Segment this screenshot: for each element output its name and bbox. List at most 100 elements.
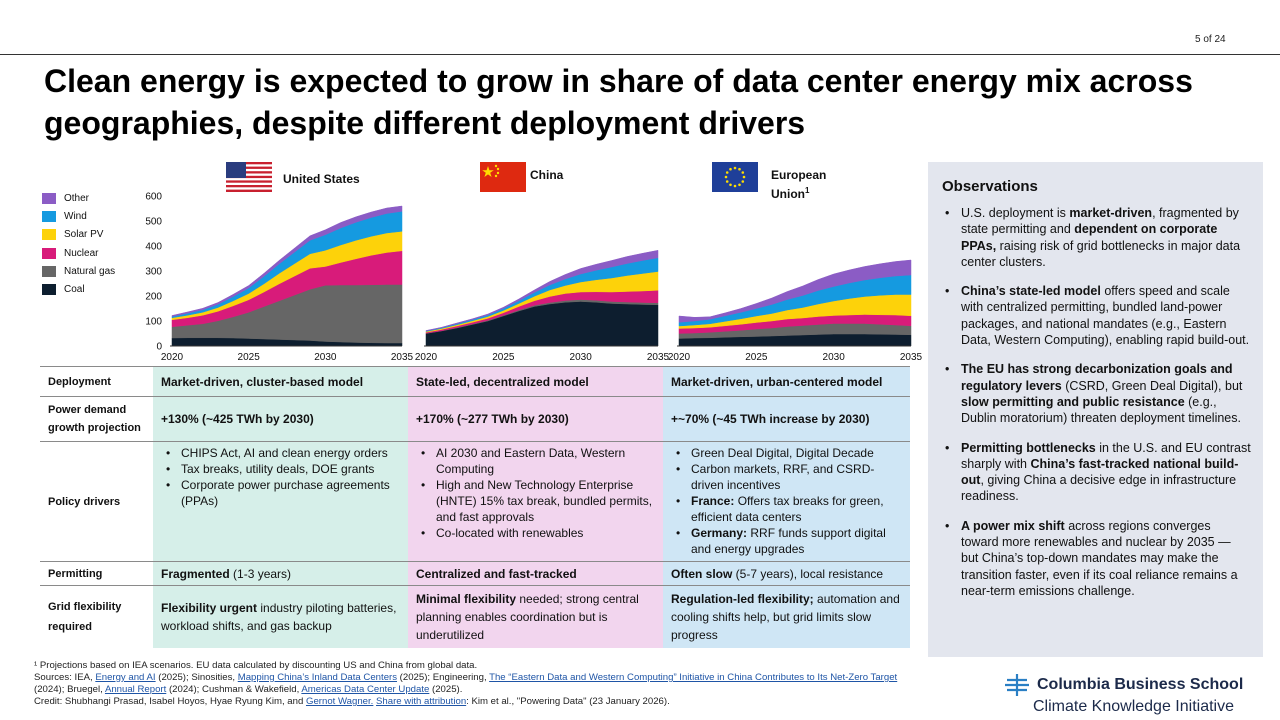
region-label-eu: European Union1 <box>771 168 851 202</box>
grid-us-text: industry piloting batteries, workload sh… <box>161 600 397 633</box>
climate-initiative-logo-icon <box>1005 674 1029 696</box>
legend-swatch <box>42 247 56 259</box>
cell-growth-eu: +~70% (~45 TWh increase by 2030) <box>663 396 910 442</box>
y-tick-label: 500 <box>145 217 162 228</box>
grid-eu-bold: Regulation-led flexibility; <box>671 591 814 606</box>
footnotes-and-sources: ¹ Projections based on IEA scenarios. EU… <box>34 660 924 708</box>
observation-text: offers speed and scale with centralized … <box>961 284 1250 348</box>
region-label-eu-text: European Union <box>771 168 827 201</box>
chart-panel: 2020 2025 2030 2035 <box>415 249 670 363</box>
policy-item: Co-located with renewables <box>416 525 655 541</box>
table-row-deployment: Deployment Market-driven, cluster-based … <box>40 366 910 397</box>
region-label-china: China <box>530 168 564 182</box>
cell-growth-us: +130% (~425 TWh by 2030) <box>153 396 408 442</box>
legend-item: Other <box>42 189 115 207</box>
footer-text: (2025); Sinosities, <box>155 672 238 683</box>
y-tick-label: 300 <box>145 267 162 278</box>
legend-item: Natural gas <box>42 262 115 280</box>
observation-emphasis: market-driven <box>1069 206 1153 220</box>
cell-deployment-us: Market-driven, cluster-based model <box>153 366 408 397</box>
eu-flag-icon <box>712 162 758 192</box>
permitting-china-bold: Centralized and fast-tracked <box>416 566 577 581</box>
cell-permitting-china: Centralized and fast-tracked <box>408 561 663 586</box>
row-label-grid: Grid flexibility required <box>40 585 153 648</box>
y-tick-label: 0 <box>156 342 162 353</box>
legend-label: Natural gas <box>64 265 116 277</box>
observation-emphasis: Permitting bottlenecks <box>961 440 1096 455</box>
eu-star-icon <box>742 175 746 179</box>
eu-star-icon <box>725 171 729 174</box>
slide-title: Clean energy is expected to grow in shar… <box>44 63 1193 141</box>
legend-label: Coal <box>64 284 85 296</box>
legend-label: Other <box>64 192 90 204</box>
observation-text: (e.g., Dublin moratorium) threaten deplo… <box>961 394 1241 426</box>
policy-item: Green Deal Digital, Digital Decade <box>671 445 902 461</box>
footer-text: (2024); Cushman & Wakefield, <box>166 684 302 695</box>
policy-item: Corporate power purchase agreements (PPA… <box>161 477 400 509</box>
eu-star-icon <box>733 184 737 188</box>
header-rule <box>0 54 1280 55</box>
policy-item: Germany: RRF funds support digital and e… <box>671 525 902 557</box>
x-tick-label: 2035 <box>647 352 670 363</box>
chart-panel: 2020 2025 2030 2035 0 100 200 300 400 500 600 <box>145 192 413 364</box>
row-label-growth: Power demand growth projection <box>40 396 153 442</box>
observation-text: raising risk of grid bottlenecks in majo… <box>961 238 1241 269</box>
footer-line: Sources: IEA, Energy and AI (2025); Sino… <box>34 672 924 696</box>
y-tick-label: 200 <box>145 292 162 303</box>
grid-eu-text: automation and cooling shifts help, but … <box>671 591 900 642</box>
legend-swatch <box>42 192 56 204</box>
area-series-other <box>171 205 403 317</box>
footer-text: (2025); Engineering, <box>397 672 490 683</box>
source-link[interactable]: The “Eastern Data and Western Computing”… <box>489 672 898 683</box>
footer-line: Credit: Shubhangi Prasad, Isabel Hoyos, … <box>34 696 924 708</box>
source-link[interactable]: Energy and AI <box>95 672 156 683</box>
source-link[interactable]: Americas Data Center Update <box>301 684 430 695</box>
cell-deployment-china: State-led, decentralized model <box>408 366 663 397</box>
legend-item: Solar PV <box>42 226 115 244</box>
legend-item: Wind <box>42 207 115 225</box>
x-tick-label: 2020 <box>161 352 184 363</box>
region-label-us: United States <box>283 172 360 186</box>
policy-item-text: Green Deal Digital, Digital Decade <box>691 446 874 460</box>
cell-deployment-eu: Market-driven, urban-centered model <box>663 366 910 397</box>
source-link[interactable]: Annual Report <box>104 684 167 695</box>
row-label-deployment: Deployment <box>40 366 153 397</box>
permitting-eu-text: (5-7 years), local resistance <box>732 566 884 581</box>
page-number: 5 of 24 <box>1195 34 1226 45</box>
x-tick-label: 2020 <box>415 352 438 363</box>
eu-star-icon <box>738 183 741 187</box>
legend-label: Nuclear <box>64 247 99 259</box>
x-tick-label: 2020 <box>668 352 691 363</box>
observation-item: The EU has strong decarbonization goals … <box>942 361 1251 426</box>
chart-panel: 2020 2025 2030 2035 <box>668 259 923 363</box>
footer-line: ¹ Projections based on IEA scenarios. EU… <box>34 660 924 672</box>
table-row-grid: Grid flexibility required Flexibility ur… <box>40 585 910 648</box>
logo-text: Columbia Business School <box>1037 676 1243 694</box>
policy-item-bold: Germany: <box>691 526 748 540</box>
eu-star-icon <box>725 180 729 183</box>
source-link[interactable]: Mapping China’s Inland Data Centers <box>237 672 398 683</box>
observations-panel: Observations U.S. deployment is market-d… <box>928 162 1263 657</box>
area-series-other <box>425 249 659 332</box>
x-tick-label: 2030 <box>570 352 593 363</box>
observation-item: China’s state-led model offers speed and… <box>942 283 1251 348</box>
table-row-growth: Power demand growth projection +130% (~4… <box>40 396 910 442</box>
table-row-policy: Policy drivers CHIPS Act, AI and clean e… <box>40 441 910 562</box>
source-link[interactable]: Gernot Wagner. <box>305 696 374 707</box>
cell-growth-china: +170% (~277 TWh by 2030) <box>408 396 663 442</box>
chart-legend: Other Wind Solar PV Nuclear Natural gas Coal <box>42 189 115 299</box>
policy-item: CHIPS Act, AI and clean energy orders <box>161 445 400 461</box>
source-link[interactable]: Share with attribution <box>376 696 467 707</box>
observation-text: U.S. deployment is <box>961 206 1070 220</box>
policy-item-bold: France: <box>691 494 735 508</box>
columbia-logo: Columbia Business School Climate Knowled… <box>1003 672 1243 716</box>
observation-emphasis: China’s state-led model <box>961 284 1101 299</box>
footer-text: Sources: IEA, <box>34 672 96 683</box>
policy-item: High and New Technology Enterprise (HNTE… <box>416 477 655 525</box>
footer-text: ¹ Projections based on IEA scenarios. EU… <box>34 660 478 671</box>
legend-item: Nuclear <box>42 244 115 262</box>
china-flag-icon <box>480 162 526 192</box>
x-tick-label: 2035 <box>900 352 923 363</box>
x-tick-label: 2025 <box>492 352 515 363</box>
